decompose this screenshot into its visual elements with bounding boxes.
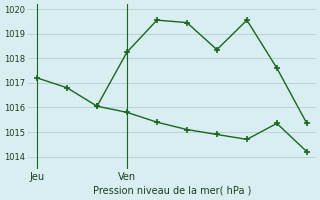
X-axis label: Pression niveau de la mer( hPa ): Pression niveau de la mer( hPa ) bbox=[93, 186, 251, 196]
